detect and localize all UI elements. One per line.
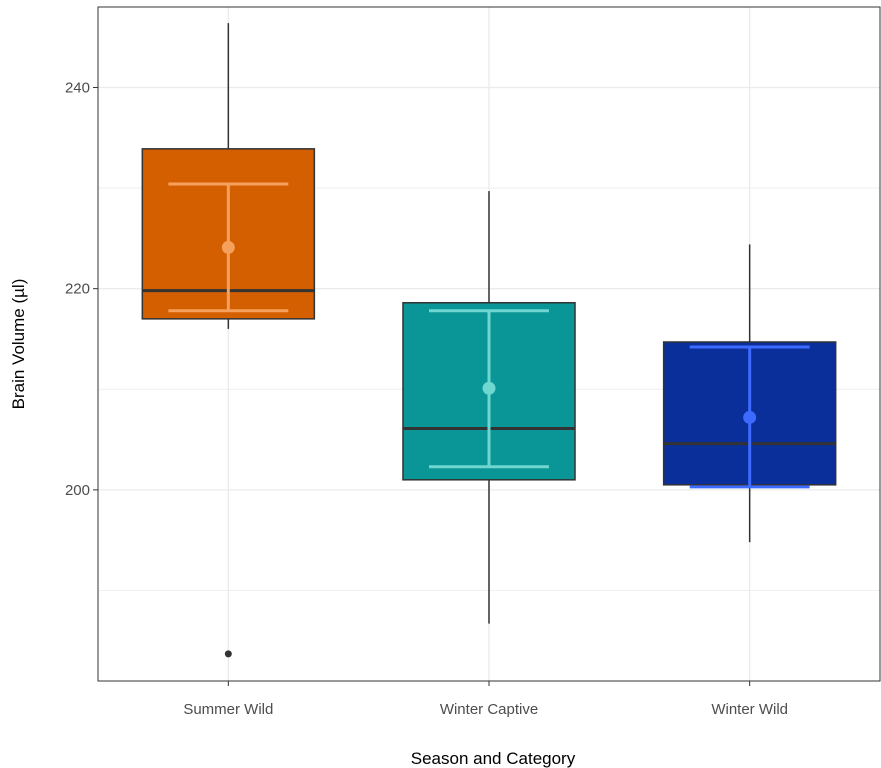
outlier-point bbox=[224, 650, 232, 658]
axis-ticks: 200 220 240 Summer Wild Winter Captive Winter… bbox=[65, 79, 788, 718]
y-tick-label: 200 bbox=[65, 482, 90, 499]
mean-point bbox=[221, 240, 235, 254]
mean-point bbox=[743, 410, 757, 424]
x-tick-label: Winter Wild bbox=[711, 701, 788, 718]
box-group bbox=[662, 244, 837, 543]
mean-point bbox=[482, 381, 496, 395]
boxes bbox=[141, 23, 837, 658]
y-tick-label: 240 bbox=[65, 79, 90, 96]
box-group bbox=[141, 23, 316, 658]
box-group bbox=[402, 191, 576, 624]
y-tick-label: 220 bbox=[65, 281, 90, 298]
y-axis-title: Brain Volume (µl) bbox=[9, 279, 28, 410]
x-axis-title: Season and Category bbox=[411, 749, 576, 768]
x-tick-label: Winter Captive bbox=[440, 701, 538, 718]
x-tick-label: Summer Wild bbox=[183, 701, 273, 718]
